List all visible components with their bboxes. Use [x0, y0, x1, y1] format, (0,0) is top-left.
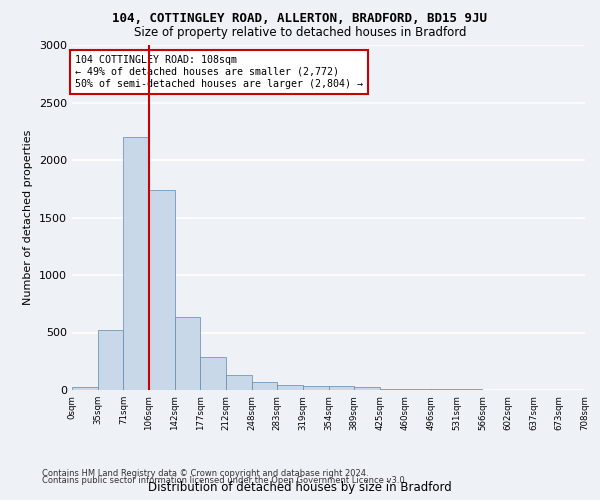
Text: Contains HM Land Registry data © Crown copyright and database right 2024.: Contains HM Land Registry data © Crown c… — [42, 468, 368, 477]
Bar — [277, 385, 303, 390]
Text: Distribution of detached houses by size in Bradford: Distribution of detached houses by size … — [148, 480, 452, 494]
Bar — [175, 317, 200, 390]
Text: Contains public sector information licensed under the Open Government Licence v3: Contains public sector information licen… — [42, 476, 407, 485]
Bar — [329, 386, 354, 390]
Text: 104, COTTINGLEY ROAD, ALLERTON, BRADFORD, BD15 9JU: 104, COTTINGLEY ROAD, ALLERTON, BRADFORD… — [113, 12, 487, 26]
Bar — [251, 382, 277, 390]
Bar — [303, 386, 329, 390]
Bar — [98, 330, 124, 390]
Bar — [354, 386, 380, 390]
Bar — [149, 190, 175, 390]
Text: Size of property relative to detached houses in Bradford: Size of property relative to detached ho… — [134, 26, 466, 39]
Y-axis label: Number of detached properties: Number of detached properties — [23, 130, 34, 305]
Bar — [226, 375, 251, 390]
Text: 104 COTTINGLEY ROAD: 108sqm
← 49% of detached houses are smaller (2,772)
50% of : 104 COTTINGLEY ROAD: 108sqm ← 49% of det… — [74, 56, 362, 88]
Bar — [200, 356, 226, 390]
Bar — [72, 386, 98, 390]
Bar — [124, 137, 149, 390]
